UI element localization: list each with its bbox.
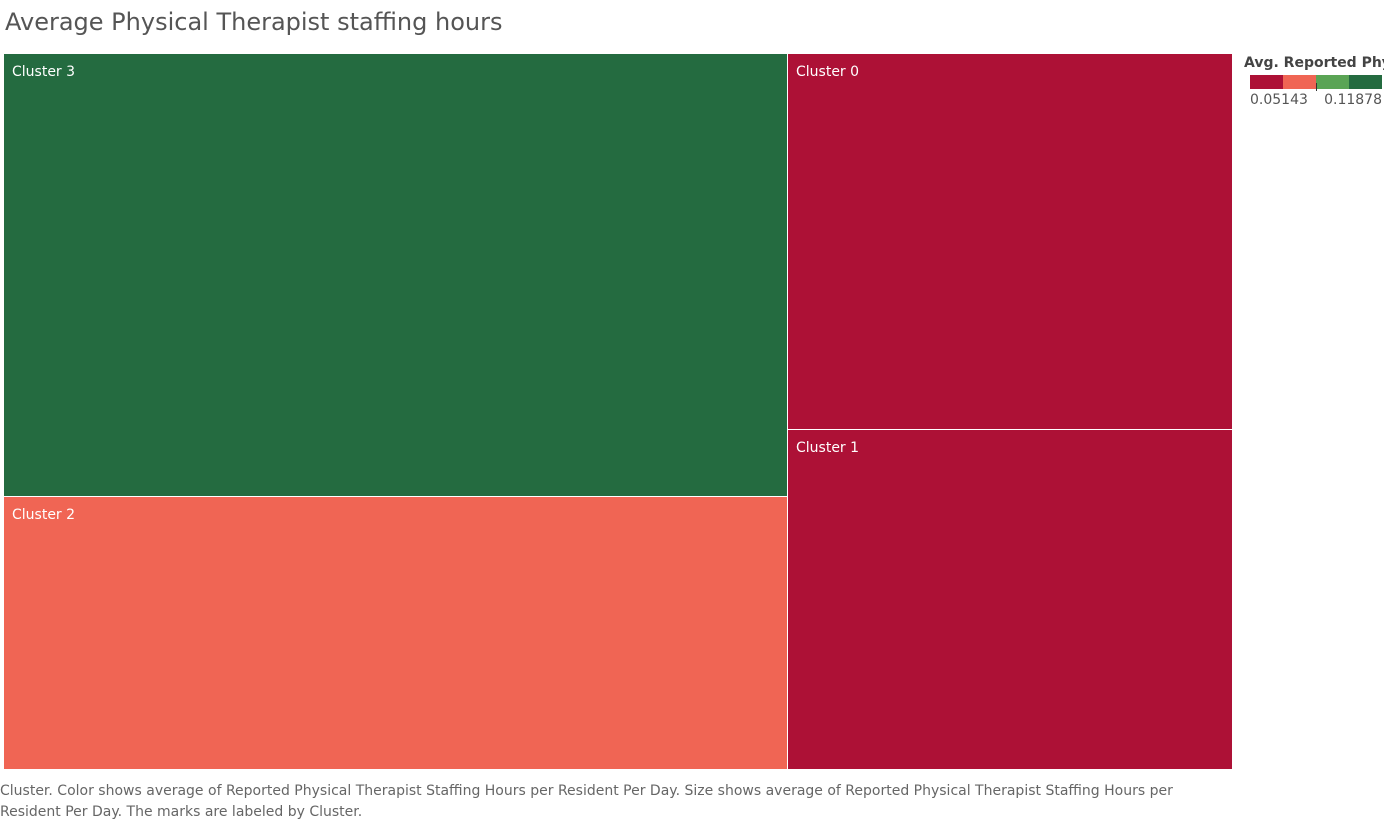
legend-labels: 0.05143 0.11878 <box>1250 89 1382 109</box>
legend-min-label: 0.05143 <box>1250 92 1308 108</box>
treemap-chart: Cluster 3 Cluster 2 Cluster 0 Cluster 1 <box>4 54 1232 769</box>
legend-max-label: 0.11878 <box>1324 92 1382 108</box>
legend-tick <box>1316 83 1317 91</box>
legend-title: Avg. Reported Phy.. <box>1244 55 1384 71</box>
legend-color-segment <box>1250 75 1283 89</box>
treemap-tile-label: Cluster 0 <box>796 64 860 80</box>
treemap-tile-cluster-3[interactable]: Cluster 3 <box>4 54 787 496</box>
color-legend[interactable]: Avg. Reported Phy.. 0.05143 0.11878 <box>1244 55 1384 109</box>
treemap-tile-cluster-2[interactable]: Cluster 2 <box>4 497 787 769</box>
treemap-tile-label: Cluster 1 <box>796 440 860 456</box>
legend-color-segment <box>1316 75 1349 89</box>
chart-caption: Cluster. Color shows average of Reported… <box>0 783 1173 820</box>
treemap-tile-cluster-0[interactable]: Cluster 0 <box>788 54 1232 429</box>
treemap-tile-label: Cluster 2 <box>12 507 76 523</box>
legend-color-segment <box>1349 75 1382 89</box>
legend-color-segment <box>1283 75 1316 89</box>
treemap-tile-cluster-1[interactable]: Cluster 1 <box>788 430 1232 769</box>
legend-color-bar <box>1250 75 1382 91</box>
treemap-tile-label: Cluster 3 <box>12 64 76 80</box>
chart-title: Average Physical Therapist staffing hour… <box>5 8 503 36</box>
